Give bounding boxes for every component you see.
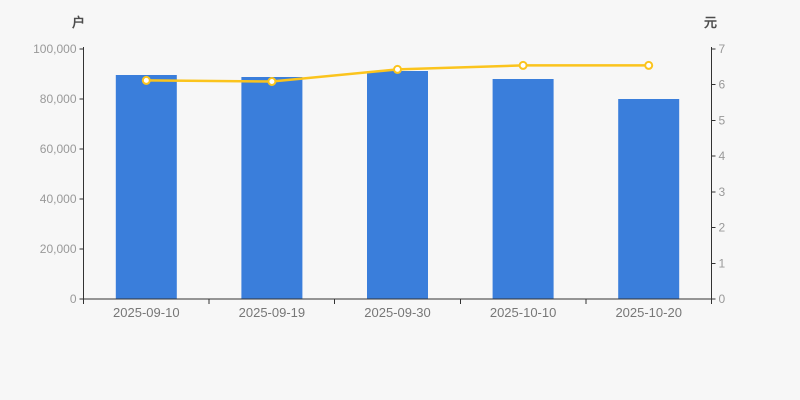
line-point[interactable] (644, 60, 654, 70)
bar[interactable] (241, 77, 303, 299)
y-axis-left-tick-label: 0 (70, 292, 77, 306)
bar[interactable] (367, 71, 428, 299)
y-axis-left-tick-label: 80,000 (40, 92, 77, 106)
y-axis-right-tick-label: 2 (719, 221, 726, 235)
y-axis-right-tick-label: 1 (719, 256, 726, 270)
y-axis-right-tick-label: 0 (719, 292, 726, 306)
right-axis-title: 元 (704, 15, 718, 30)
y-axis-left-tick-label: 40,000 (40, 192, 77, 206)
x-axis-label: 2025-09-10 (113, 305, 180, 320)
left-axis-title: 户 (72, 15, 86, 30)
y-axis-right-tick-label: 3 (719, 185, 726, 199)
line-point[interactable] (518, 60, 528, 70)
x-axis-label: 2025-09-19 (239, 305, 306, 320)
y-axis-left-tick-label: 60,000 (40, 142, 77, 156)
y-axis-right-tick-label: 4 (719, 149, 726, 163)
x-axis-label: 2025-10-20 (615, 305, 682, 320)
y-axis-left-tick-label: 100,000 (33, 42, 77, 56)
bar[interactable] (115, 75, 177, 299)
y-axis-right-tick-label: 6 (719, 78, 726, 92)
y-axis-right-tick-label: 7 (719, 42, 726, 56)
bar[interactable] (492, 79, 554, 299)
bar[interactable] (618, 99, 680, 299)
x-axis-label: 2025-10-10 (490, 305, 557, 320)
line-point[interactable] (141, 75, 151, 85)
line-point[interactable] (393, 64, 402, 74)
x-axis-label: 2025-09-30 (364, 305, 431, 320)
y-axis-left-tick-label: 20,000 (40, 242, 77, 256)
y-axis-right-tick-label: 5 (719, 113, 726, 127)
line-point[interactable] (267, 77, 277, 86)
